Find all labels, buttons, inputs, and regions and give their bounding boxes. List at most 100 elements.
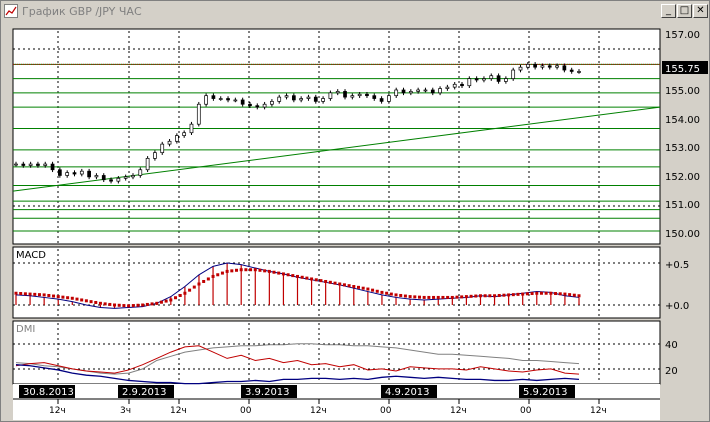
macd-signal-dot xyxy=(267,269,271,273)
candle-body xyxy=(196,103,201,125)
title-bar[interactable]: График GBP /JPY ЧАС _ □ ✕ xyxy=(2,2,708,20)
candle-body xyxy=(430,89,435,94)
trendline[interactable] xyxy=(12,106,661,192)
candle-body xyxy=(28,163,33,166)
candle-body xyxy=(343,91,347,98)
macd-signal-dot xyxy=(549,291,553,295)
candle-body xyxy=(562,65,567,71)
macd-signal-dot xyxy=(291,274,295,278)
y-tick: 150.00 xyxy=(665,229,700,240)
candles xyxy=(14,62,581,184)
macd-y-tick: +0.5 xyxy=(665,260,689,271)
macd-signal-dot xyxy=(33,292,37,296)
candle-body xyxy=(270,101,274,105)
macd-signal-dot xyxy=(206,277,210,281)
macd-signal-dot xyxy=(450,295,454,299)
candle-body xyxy=(335,91,340,94)
macd-signal-dot xyxy=(399,293,403,297)
macd-signal-dot xyxy=(84,299,88,303)
macd-signal-dot xyxy=(427,295,431,299)
macd-signal-dot xyxy=(554,292,558,296)
dmi-y-tick: 20 xyxy=(665,366,678,377)
candle-body xyxy=(50,163,55,171)
macd-signal-dot xyxy=(310,277,314,281)
macd-signal-dot xyxy=(385,291,389,295)
minimize-button[interactable]: _ xyxy=(661,4,676,18)
macd-signal-dot xyxy=(98,301,102,305)
macd-signal-dot xyxy=(338,282,342,286)
macd-signal-dot xyxy=(164,299,168,303)
macd-signal-dot xyxy=(145,302,149,306)
macd-signal-dot xyxy=(577,294,581,298)
macd-signal-dot xyxy=(563,292,567,296)
macd-signal-dot xyxy=(169,298,173,302)
hour-tick: 12ч xyxy=(590,406,607,416)
candle-body xyxy=(350,95,355,98)
maximize-button[interactable]: □ xyxy=(677,4,692,18)
close-button[interactable]: ✕ xyxy=(693,4,708,18)
macd-signal-dot xyxy=(230,269,234,273)
macd-signal-dot xyxy=(366,287,370,291)
macd-signal-dot xyxy=(277,271,281,275)
macd-signal-dot xyxy=(296,274,299,278)
dmi-panel[interactable] xyxy=(12,320,661,385)
macd-signal-dot xyxy=(235,268,239,272)
macd-signal-dot xyxy=(42,293,46,297)
candle-body xyxy=(379,98,384,102)
macd-signal-dot xyxy=(225,269,229,273)
candle-body xyxy=(138,169,143,176)
candle-body xyxy=(109,179,113,182)
candle-body xyxy=(211,95,216,99)
hour-tick: 12ч xyxy=(310,406,327,416)
macd-signal-dot xyxy=(568,293,572,297)
candle-body xyxy=(79,170,84,175)
candle-body xyxy=(116,177,121,182)
macd-signal-dot xyxy=(103,302,107,306)
macd-signal-dot xyxy=(502,293,506,297)
macd-signal-dot xyxy=(281,272,285,276)
macd-signal-dot xyxy=(141,303,145,307)
candle-body xyxy=(533,63,537,68)
macd-signal-dot xyxy=(497,293,501,297)
y-tick: 152.00 xyxy=(665,172,700,183)
date-badge: 4.9.2013 xyxy=(385,387,430,398)
macd-signal-dot xyxy=(488,294,492,298)
hour-tick: 00 xyxy=(240,406,252,416)
candle-body xyxy=(467,78,472,87)
dmi-y-tick: 40 xyxy=(665,340,678,351)
macd-signal-dot xyxy=(286,273,290,277)
macd-signal-dot xyxy=(572,293,576,297)
macd-signal-dot xyxy=(493,294,497,298)
candle-body xyxy=(189,123,194,134)
macd-signal-dot xyxy=(539,291,543,295)
hour-tick: 12ч xyxy=(49,406,66,416)
candle-body xyxy=(240,99,245,105)
macd-signal-dot xyxy=(446,295,450,299)
macd-signal-dot xyxy=(460,295,464,299)
candle-body xyxy=(321,98,325,102)
macd-signal-dot xyxy=(258,268,262,272)
macd-signal-dot xyxy=(272,270,276,274)
y-tick: 154.00 xyxy=(665,115,700,126)
macd-signal-dot xyxy=(544,291,548,295)
price-panel[interactable] xyxy=(12,28,661,245)
macd-signal-dot xyxy=(66,296,70,300)
hour-tick: 12ч xyxy=(170,406,187,416)
macd-signal-dot xyxy=(347,284,351,288)
candle-body xyxy=(43,163,48,166)
macd-signal-dot xyxy=(61,295,65,299)
macd-signal-dot xyxy=(188,288,192,292)
candle-body xyxy=(72,172,77,175)
date-badge: 2.9.2013 xyxy=(122,387,167,398)
candle-body xyxy=(372,95,377,99)
candle-body xyxy=(416,89,420,92)
macd-signal-dot xyxy=(441,295,445,299)
y-tick: 155.00 xyxy=(665,86,700,97)
close-icon: ✕ xyxy=(696,5,705,16)
macd-signal-dot xyxy=(408,295,412,299)
candle-body xyxy=(482,78,486,81)
candle-body xyxy=(218,98,223,100)
candle-body xyxy=(36,163,40,166)
